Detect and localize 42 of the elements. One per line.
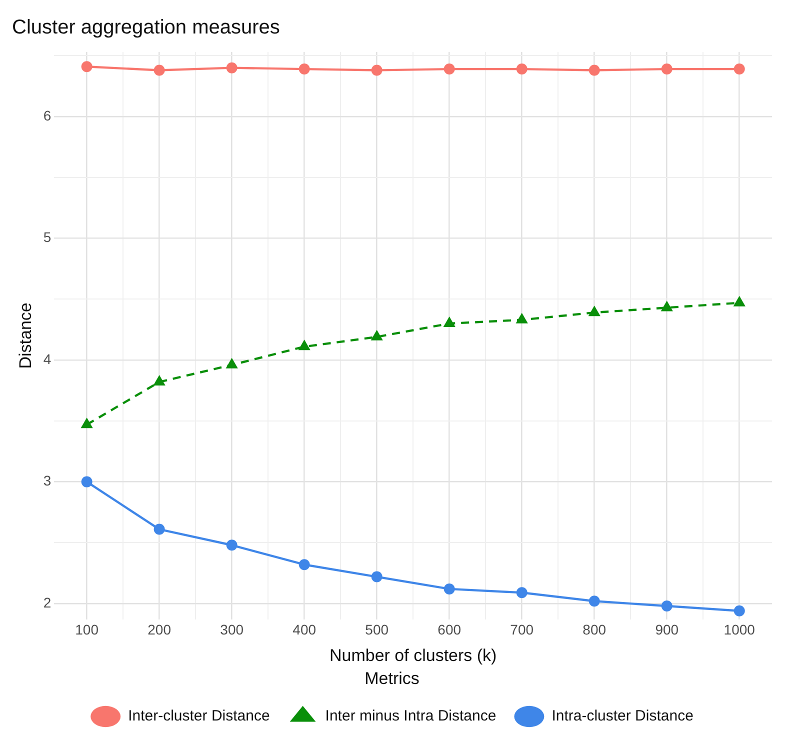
x-tick-label: 1000 bbox=[724, 622, 756, 638]
point bbox=[371, 64, 382, 76]
x-tick-label: 800 bbox=[582, 622, 606, 638]
point bbox=[226, 62, 238, 74]
point bbox=[588, 596, 600, 607]
y-tick-label: 6 bbox=[43, 107, 52, 124]
point bbox=[444, 64, 455, 75]
point bbox=[516, 64, 528, 75]
point bbox=[734, 64, 745, 75]
x-tick-label: 500 bbox=[365, 622, 389, 638]
legend-title: Metrics bbox=[364, 668, 420, 688]
y-tick-label: 3 bbox=[43, 472, 52, 489]
x-tick-label: 400 bbox=[292, 622, 316, 638]
x-axis-title: Number of clusters (k) bbox=[329, 646, 497, 666]
legend-label: Inter-cluster Distance bbox=[128, 708, 270, 725]
x-tick-label: 300 bbox=[220, 622, 244, 638]
x-tick-label: 200 bbox=[148, 622, 172, 638]
point bbox=[661, 600, 672, 612]
point bbox=[661, 64, 672, 75]
x-tick-label: 100 bbox=[75, 622, 99, 638]
y-tick-label: 5 bbox=[43, 229, 52, 246]
point bbox=[298, 64, 310, 75]
y-axis-title: Distance bbox=[16, 302, 35, 369]
point bbox=[154, 64, 165, 76]
point bbox=[371, 571, 382, 582]
point bbox=[226, 540, 238, 551]
point bbox=[516, 587, 528, 598]
y-tick-label: 2 bbox=[43, 594, 52, 610]
x-tick-label: 600 bbox=[438, 622, 462, 638]
point bbox=[298, 559, 310, 570]
point bbox=[154, 524, 165, 535]
point bbox=[734, 605, 745, 616]
point bbox=[444, 583, 455, 594]
point bbox=[81, 476, 92, 488]
x-tick-label: 900 bbox=[655, 622, 679, 638]
legend-label: Intra-cluster Distance bbox=[552, 708, 694, 725]
x-tick-label: 700 bbox=[510, 622, 534, 638]
chart-title: Cluster aggregation measures bbox=[12, 16, 280, 39]
y-tick-label: 4 bbox=[43, 350, 52, 367]
point bbox=[588, 64, 600, 76]
point bbox=[81, 61, 92, 72]
legend-label: Inter minus Intra Distance bbox=[325, 708, 496, 725]
